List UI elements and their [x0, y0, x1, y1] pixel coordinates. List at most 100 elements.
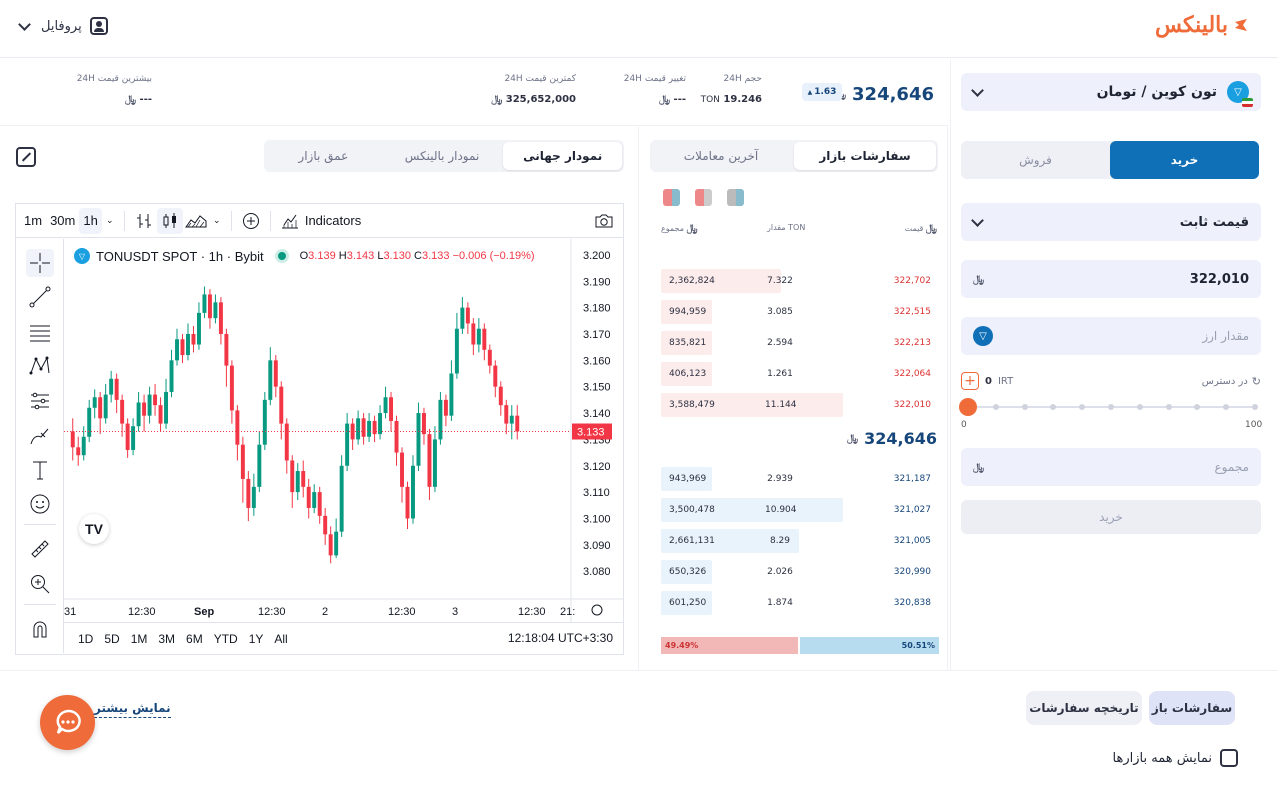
slider-tick[interactable]	[1079, 404, 1086, 410]
candle-body[interactable]	[378, 413, 383, 435]
slider-tick[interactable]	[1252, 404, 1258, 410]
candle-body[interactable]	[432, 439, 437, 487]
timeframe-dropdown-icon[interactable]: ⌄	[106, 215, 114, 225]
ask-row[interactable]: 406,123 1.261 322,064	[661, 362, 939, 386]
ask-row[interactable]: 835,821 2.594 322,213	[661, 331, 939, 355]
orderbook-both-view-icon[interactable]	[663, 189, 680, 206]
market-selector[interactable]: ▽ تون کوین / تومان	[961, 73, 1261, 111]
candle-body[interactable]	[515, 415, 520, 432]
show-all-markets-checkbox[interactable]	[1220, 749, 1238, 767]
deposit-plus-button[interactable]: +	[961, 372, 979, 390]
bid-row[interactable]: 650,326 2.026 320,990	[661, 560, 939, 584]
chart-type-dropdown-icon[interactable]: ⌄	[213, 215, 221, 225]
tab-open-orders[interactable]: سفارشات باز	[1149, 691, 1235, 725]
candle-body[interactable]	[169, 360, 174, 392]
trend-line-tool-icon[interactable]	[26, 283, 54, 311]
ruler-tool-icon[interactable]	[26, 535, 54, 563]
candle-body[interactable]	[295, 471, 300, 493]
indicators-button[interactable]: Indicators	[277, 208, 365, 234]
candle-body[interactable]	[191, 333, 196, 345]
submit-buy-button[interactable]: خرید	[961, 500, 1261, 534]
bar-chart-type-icon[interactable]	[131, 208, 157, 234]
area-chart-type-icon[interactable]	[183, 208, 209, 234]
candle-body[interactable]	[114, 378, 119, 400]
candle-body[interactable]	[328, 534, 333, 556]
profile-menu[interactable]: پروفایل	[18, 14, 108, 38]
candle-body[interactable]	[290, 460, 295, 493]
candle-body[interactable]	[345, 423, 350, 466]
candle-body[interactable]	[460, 307, 465, 329]
candle-body[interactable]	[196, 312, 201, 345]
candle-body[interactable]	[454, 328, 459, 374]
slider-tick[interactable]	[1194, 404, 1201, 410]
range-button[interactable]: 1D	[78, 631, 94, 646]
slider-tick[interactable]	[1223, 404, 1230, 410]
range-button[interactable]: 5D	[104, 631, 120, 646]
candle-body[interactable]	[103, 394, 108, 419]
bid-row[interactable]: 2,661,131 8.29 321,005	[661, 529, 939, 553]
range-button[interactable]: 1Y	[248, 631, 264, 646]
candle-body[interactable]	[147, 394, 152, 416]
bid-row[interactable]: 601,250 1.874 320,838	[661, 591, 939, 615]
axis-settings-gear-icon[interactable]	[591, 604, 603, 616]
fullscreen-expand-icon[interactable]	[16, 147, 36, 167]
show-all-markets[interactable]: نمایش همه بازارها	[1113, 749, 1238, 767]
candle-body[interactable]	[427, 434, 432, 487]
candle-body[interactable]	[411, 465, 415, 519]
forecast-tool-icon[interactable]	[26, 387, 54, 415]
support-chat-button[interactable]	[40, 695, 95, 750]
slider-handle[interactable]	[959, 398, 977, 416]
chart-symbol-title[interactable]: TONUSDT SPOT · 1h · Bybit	[96, 248, 264, 264]
ask-row[interactable]: 2,362,824 7.322 322,702	[661, 269, 939, 293]
candle-body[interactable]	[92, 397, 97, 408]
candle-body[interactable]	[240, 444, 245, 479]
amount-input[interactable]: مقدار ارز ▽	[961, 317, 1261, 355]
candle-body[interactable]	[421, 413, 426, 435]
range-button[interactable]: 3M	[158, 631, 176, 646]
candle-body[interactable]	[339, 465, 344, 532]
slider-tick[interactable]	[1136, 404, 1143, 410]
candle-body[interactable]	[482, 328, 487, 350]
range-button[interactable]: 1M	[130, 631, 148, 646]
candle-body[interactable]	[109, 378, 114, 395]
compare-add-icon[interactable]	[238, 208, 264, 234]
tab-market-orders[interactable]: سفارشات بازار	[794, 142, 936, 170]
candle-body[interactable]	[257, 444, 262, 487]
tab-market-depth[interactable]: عمق بازار	[298, 149, 349, 163]
candle-body[interactable]	[317, 492, 322, 516]
candle-body[interactable]	[164, 391, 169, 424]
candle-body[interactable]	[279, 386, 284, 424]
tab-last-trades[interactable]: آخرین معاملات	[683, 149, 759, 163]
candle-body[interactable]	[383, 397, 388, 414]
candle-body[interactable]	[416, 413, 421, 466]
candle-body[interactable]	[175, 339, 179, 361]
slider-tick[interactable]	[992, 404, 999, 410]
timeframe-30m[interactable]: 30m	[50, 213, 76, 228]
tradingview-logo-icon[interactable]: TV	[79, 514, 109, 544]
candle-body[interactable]	[443, 399, 448, 416]
candle-body[interactable]	[367, 420, 372, 437]
candle-body[interactable]	[312, 492, 317, 508]
candle-body[interactable]	[229, 365, 234, 411]
candle-body[interactable]	[262, 399, 267, 445]
candle-body[interactable]	[323, 515, 328, 535]
order-type-select[interactable]: قیمت ثابت	[961, 203, 1261, 241]
brand-logo[interactable]: بالینکس	[1155, 10, 1248, 40]
orderbook-bids-view-icon[interactable]	[727, 189, 744, 206]
candle-body[interactable]	[273, 360, 278, 387]
slider-tick[interactable]	[1050, 404, 1057, 410]
candle-body[interactable]	[207, 294, 212, 319]
tab-order-history[interactable]: تاریخچه سفارشات	[1026, 691, 1142, 725]
candle-body[interactable]	[487, 349, 492, 366]
candle-body[interactable]	[509, 415, 514, 424]
candle-body[interactable]	[372, 420, 377, 435]
crosshair-tool-icon[interactable]	[26, 249, 54, 277]
candle-body[interactable]	[87, 407, 92, 437]
tab-global-chart[interactable]: نمودار جهانی	[503, 142, 622, 170]
candle-body[interactable]	[213, 302, 218, 319]
timeframe-1h[interactable]: 1h	[79, 207, 102, 234]
candle-body[interactable]	[131, 426, 136, 450]
candle-body[interactable]	[471, 323, 476, 345]
candle-body[interactable]	[120, 399, 125, 424]
text-tool-icon[interactable]	[26, 456, 54, 484]
